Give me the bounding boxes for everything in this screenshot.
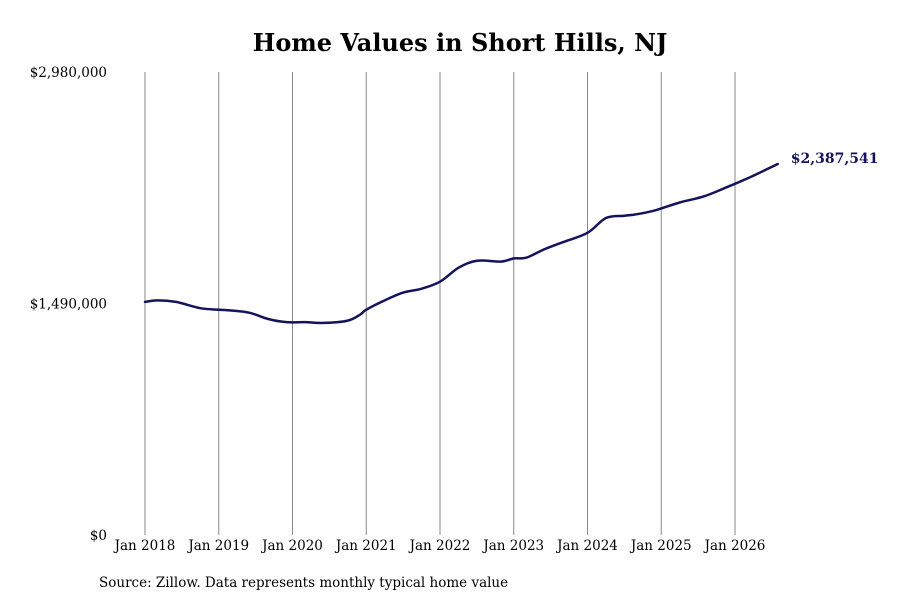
y-tick-label: $2,980,000	[30, 65, 107, 81]
latest-value-label: $2,387,541	[791, 151, 879, 167]
y-tick-label: $0	[90, 528, 107, 544]
x-tick-label: Jan 2022	[408, 538, 471, 554]
x-tick-label: Jan 2024	[555, 538, 618, 554]
x-tick-label: Jan 2018	[113, 538, 176, 554]
x-tick-label: Jan 2019	[186, 538, 249, 554]
x-tick-label: Jan 2020	[260, 538, 323, 554]
x-tick-label: Jan 2026	[703, 538, 766, 554]
chart-title: Home Values in Short Hills, NJ	[253, 28, 668, 57]
y-tick-label: $1,490,000	[30, 297, 107, 313]
x-axis-tick-labels: Jan 2018 Jan 2019 Jan 2020 Jan 2021 Jan 2022…	[113, 538, 766, 554]
vertical-gridlines	[144, 72, 736, 535]
x-tick-label: Jan 2023	[481, 538, 544, 554]
source-note: Source: Zillow. Data represents monthly …	[99, 575, 508, 591]
home-value-line	[143, 162, 780, 325]
x-tick-label: Jan 2021	[334, 538, 397, 554]
y-axis-tick-labels: $2,980,000 $1,490,000 $0	[30, 65, 107, 544]
x-tick-label: Jan 2025	[629, 538, 692, 554]
